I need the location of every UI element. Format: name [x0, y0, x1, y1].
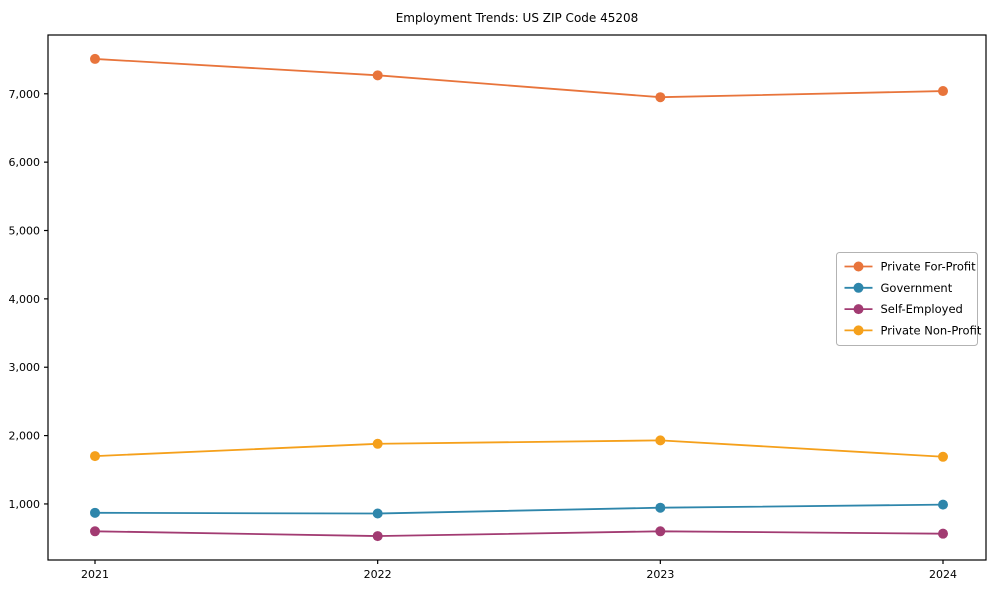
data-point-private-non-profit-2022 [372, 438, 383, 449]
legend-swatch-marker [853, 325, 864, 336]
legend-label: Self-Employed [881, 302, 963, 316]
series-line-private-for-profit [94, 58, 944, 99]
data-point-private-non-profit-2021 [90, 451, 100, 462]
data-point-self-employed-2023 [655, 526, 666, 537]
legend-swatch-marker [853, 304, 864, 315]
data-point-government-2022 [372, 508, 383, 519]
legend-item-government: Government [844, 281, 953, 295]
series-line-private-non-profit [94, 439, 944, 458]
legend-label: Government [881, 281, 953, 295]
legend-swatch-marker [853, 261, 864, 272]
legend-item-self-employed: Self-Employed [844, 302, 963, 316]
x-tick-label: 2024 [929, 568, 957, 581]
legend-label: Private For-Profit [881, 260, 977, 274]
legend-item-private-for-profit: Private For-Profit [844, 260, 977, 274]
data-point-private-for-profit-2023 [655, 92, 666, 103]
x-tick-label: 2021 [81, 568, 109, 581]
data-point-private-for-profit-2021 [90, 53, 100, 64]
data-point-private-non-profit-2023 [655, 435, 666, 446]
y-tick-label: 3,000 [9, 361, 41, 374]
y-tick-label: 6,000 [9, 156, 41, 169]
legend: Private For-Profit Government Self-Employe… [836, 252, 982, 346]
series-line-government [94, 503, 944, 515]
y-tick-label: 4,000 [9, 293, 41, 306]
legend-item-private-non-profit: Private Non-Profit [844, 323, 982, 337]
y-tick-label: 2,000 [9, 430, 41, 443]
data-point-private-non-profit-2024 [938, 451, 948, 462]
x-tick-label: 2023 [646, 568, 674, 581]
data-point-self-employed-2024 [938, 528, 948, 539]
data-point-government-2021 [90, 507, 100, 518]
y-tick-label: 5,000 [9, 225, 41, 238]
legend-label: Private Non-Profit [881, 323, 982, 337]
x-tick-label: 2022 [364, 568, 392, 581]
chart-title: Employment Trends: US ZIP Code 45208 [396, 11, 639, 25]
y-tick-label: 1,000 [9, 498, 41, 511]
y-tick-label: 7,000 [9, 88, 41, 101]
data-point-government-2024 [938, 499, 948, 510]
data-point-private-for-profit-2024 [938, 86, 948, 97]
legend-swatch-marker [853, 282, 864, 293]
data-point-self-employed-2021 [90, 526, 100, 537]
data-point-self-employed-2022 [372, 531, 383, 542]
data-point-government-2023 [655, 502, 666, 513]
legend-box [836, 252, 978, 346]
plot-area: 1,000 2,000 3,000 4,000 5,000 6,000 7,000 2021 2… [9, 34, 987, 581]
axes-frame [47, 34, 987, 561]
data-point-private-for-profit-2022 [372, 70, 383, 81]
series-line-self-employed [94, 530, 944, 537]
